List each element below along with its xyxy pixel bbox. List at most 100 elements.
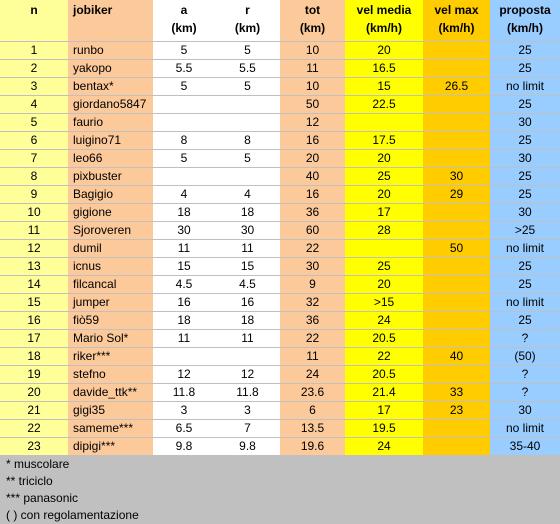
cell-vel-max[interactable]: [423, 221, 490, 240]
cell-n[interactable]: 17: [0, 329, 68, 348]
cell-proposta[interactable]: 30: [490, 401, 560, 420]
cell-vel-max[interactable]: 33: [423, 383, 490, 402]
cell-vel-media[interactable]: 17: [345, 203, 423, 222]
cell-vel-media[interactable]: 20: [345, 275, 423, 294]
cell-proposta[interactable]: 30: [490, 203, 560, 222]
header-r[interactable]: r: [215, 0, 280, 20]
cell-proposta[interactable]: no limit: [490, 293, 560, 312]
cell-vel-media[interactable]: [345, 239, 423, 258]
cell-r[interactable]: 18: [215, 311, 280, 330]
cell-r[interactable]: 9.8: [215, 437, 280, 455]
header-a[interactable]: a: [153, 0, 215, 20]
cell-tot[interactable]: 36: [280, 203, 345, 222]
cell-vel-media[interactable]: 20.5: [345, 365, 423, 384]
cell-r[interactable]: 12: [215, 365, 280, 384]
cell-r[interactable]: 4.5: [215, 275, 280, 294]
cell-vel-media[interactable]: 20: [345, 185, 423, 204]
cell-a[interactable]: 11: [153, 239, 215, 258]
cell-proposta[interactable]: 25: [490, 41, 560, 60]
cell-jobiker[interactable]: leo66: [68, 149, 153, 168]
cell-vel-media[interactable]: 22.5: [345, 95, 423, 114]
cell-a[interactable]: 11.8: [153, 383, 215, 402]
cell-vel-media[interactable]: 20: [345, 149, 423, 168]
cell-tot[interactable]: 50: [280, 95, 345, 114]
cell-a[interactable]: 11: [153, 329, 215, 348]
cell-proposta[interactable]: no limit: [490, 419, 560, 438]
cell-proposta[interactable]: >25: [490, 221, 560, 240]
cell-r[interactable]: 4: [215, 185, 280, 204]
cell-n[interactable]: 11: [0, 221, 68, 240]
cell-vel-media[interactable]: 20.5: [345, 329, 423, 348]
cell-a[interactable]: 12: [153, 365, 215, 384]
cell-tot[interactable]: 19.6: [280, 437, 345, 455]
cell-r[interactable]: [215, 347, 280, 366]
cell-vel-media[interactable]: 22: [345, 347, 423, 366]
cell-proposta[interactable]: 25: [490, 257, 560, 276]
cell-r[interactable]: 11: [215, 329, 280, 348]
cell-r[interactable]: 11: [215, 239, 280, 258]
header-a-unit[interactable]: (km): [153, 20, 215, 42]
cell-jobiker[interactable]: Sjoroveren: [68, 221, 153, 240]
cell-n[interactable]: 6: [0, 131, 68, 150]
cell-jobiker[interactable]: filcancal: [68, 275, 153, 294]
header-tot[interactable]: tot: [280, 0, 345, 20]
cell-n[interactable]: 16: [0, 311, 68, 330]
cell-r[interactable]: 8: [215, 131, 280, 150]
cell-a[interactable]: 3: [153, 401, 215, 420]
cell-vel-max[interactable]: [423, 257, 490, 276]
cell-n[interactable]: 12: [0, 239, 68, 258]
cell-jobiker[interactable]: giordano5847: [68, 95, 153, 114]
cell-jobiker[interactable]: sameme***: [68, 419, 153, 438]
cell-tot[interactable]: 22: [280, 239, 345, 258]
cell-a[interactable]: 18: [153, 311, 215, 330]
header-r-unit[interactable]: (km): [215, 20, 280, 42]
header-n[interactable]: n: [0, 0, 68, 20]
cell-vel-max[interactable]: [423, 437, 490, 455]
cell-r[interactable]: 3: [215, 401, 280, 420]
cell-vel-max[interactable]: [423, 311, 490, 330]
cell-jobiker[interactable]: fiò59: [68, 311, 153, 330]
cell-tot[interactable]: 6: [280, 401, 345, 420]
cell-n[interactable]: 2: [0, 59, 68, 78]
cell-vel-media[interactable]: 20: [345, 41, 423, 60]
header-vel-max[interactable]: vel max: [423, 0, 490, 20]
cell-proposta[interactable]: ?: [490, 383, 560, 402]
cell-proposta[interactable]: (50): [490, 347, 560, 366]
cell-proposta[interactable]: no limit: [490, 239, 560, 258]
cell-n[interactable]: 18: [0, 347, 68, 366]
cell-proposta[interactable]: 25: [490, 275, 560, 294]
cell-proposta[interactable]: 25: [490, 95, 560, 114]
cell-jobiker[interactable]: davide_ttk**: [68, 383, 153, 402]
cell-n[interactable]: 10: [0, 203, 68, 222]
cell-vel-max[interactable]: [423, 113, 490, 132]
cell-vel-media[interactable]: 17: [345, 401, 423, 420]
cell-r[interactable]: 16: [215, 293, 280, 312]
cell-r[interactable]: 5: [215, 41, 280, 60]
cell-proposta[interactable]: 30: [490, 149, 560, 168]
cell-r[interactable]: 11.8: [215, 383, 280, 402]
cell-tot[interactable]: 24: [280, 365, 345, 384]
cell-r[interactable]: 5: [215, 149, 280, 168]
cell-vel-max[interactable]: [423, 419, 490, 438]
cell-vel-media[interactable]: [345, 113, 423, 132]
cell-tot[interactable]: 20: [280, 149, 345, 168]
cell-vel-media[interactable]: 17.5: [345, 131, 423, 150]
cell-proposta[interactable]: 25: [490, 167, 560, 186]
cell-jobiker[interactable]: dipigi***: [68, 437, 153, 455]
cell-vel-media[interactable]: 19.5: [345, 419, 423, 438]
cell-n[interactable]: 9: [0, 185, 68, 204]
cell-n[interactable]: 19: [0, 365, 68, 384]
cell-jobiker[interactable]: bentax*: [68, 77, 153, 96]
cell-tot[interactable]: 16: [280, 185, 345, 204]
cell-n[interactable]: 15: [0, 293, 68, 312]
header-n-unit[interactable]: [0, 20, 68, 42]
cell-tot[interactable]: 16: [280, 131, 345, 150]
cell-jobiker[interactable]: Mario Sol*: [68, 329, 153, 348]
cell-a[interactable]: [153, 347, 215, 366]
cell-tot[interactable]: 11: [280, 347, 345, 366]
header-tot-unit[interactable]: (km): [280, 20, 345, 42]
cell-jobiker[interactable]: pixbuster: [68, 167, 153, 186]
cell-a[interactable]: 18: [153, 203, 215, 222]
cell-vel-max[interactable]: [423, 275, 490, 294]
cell-tot[interactable]: 36: [280, 311, 345, 330]
